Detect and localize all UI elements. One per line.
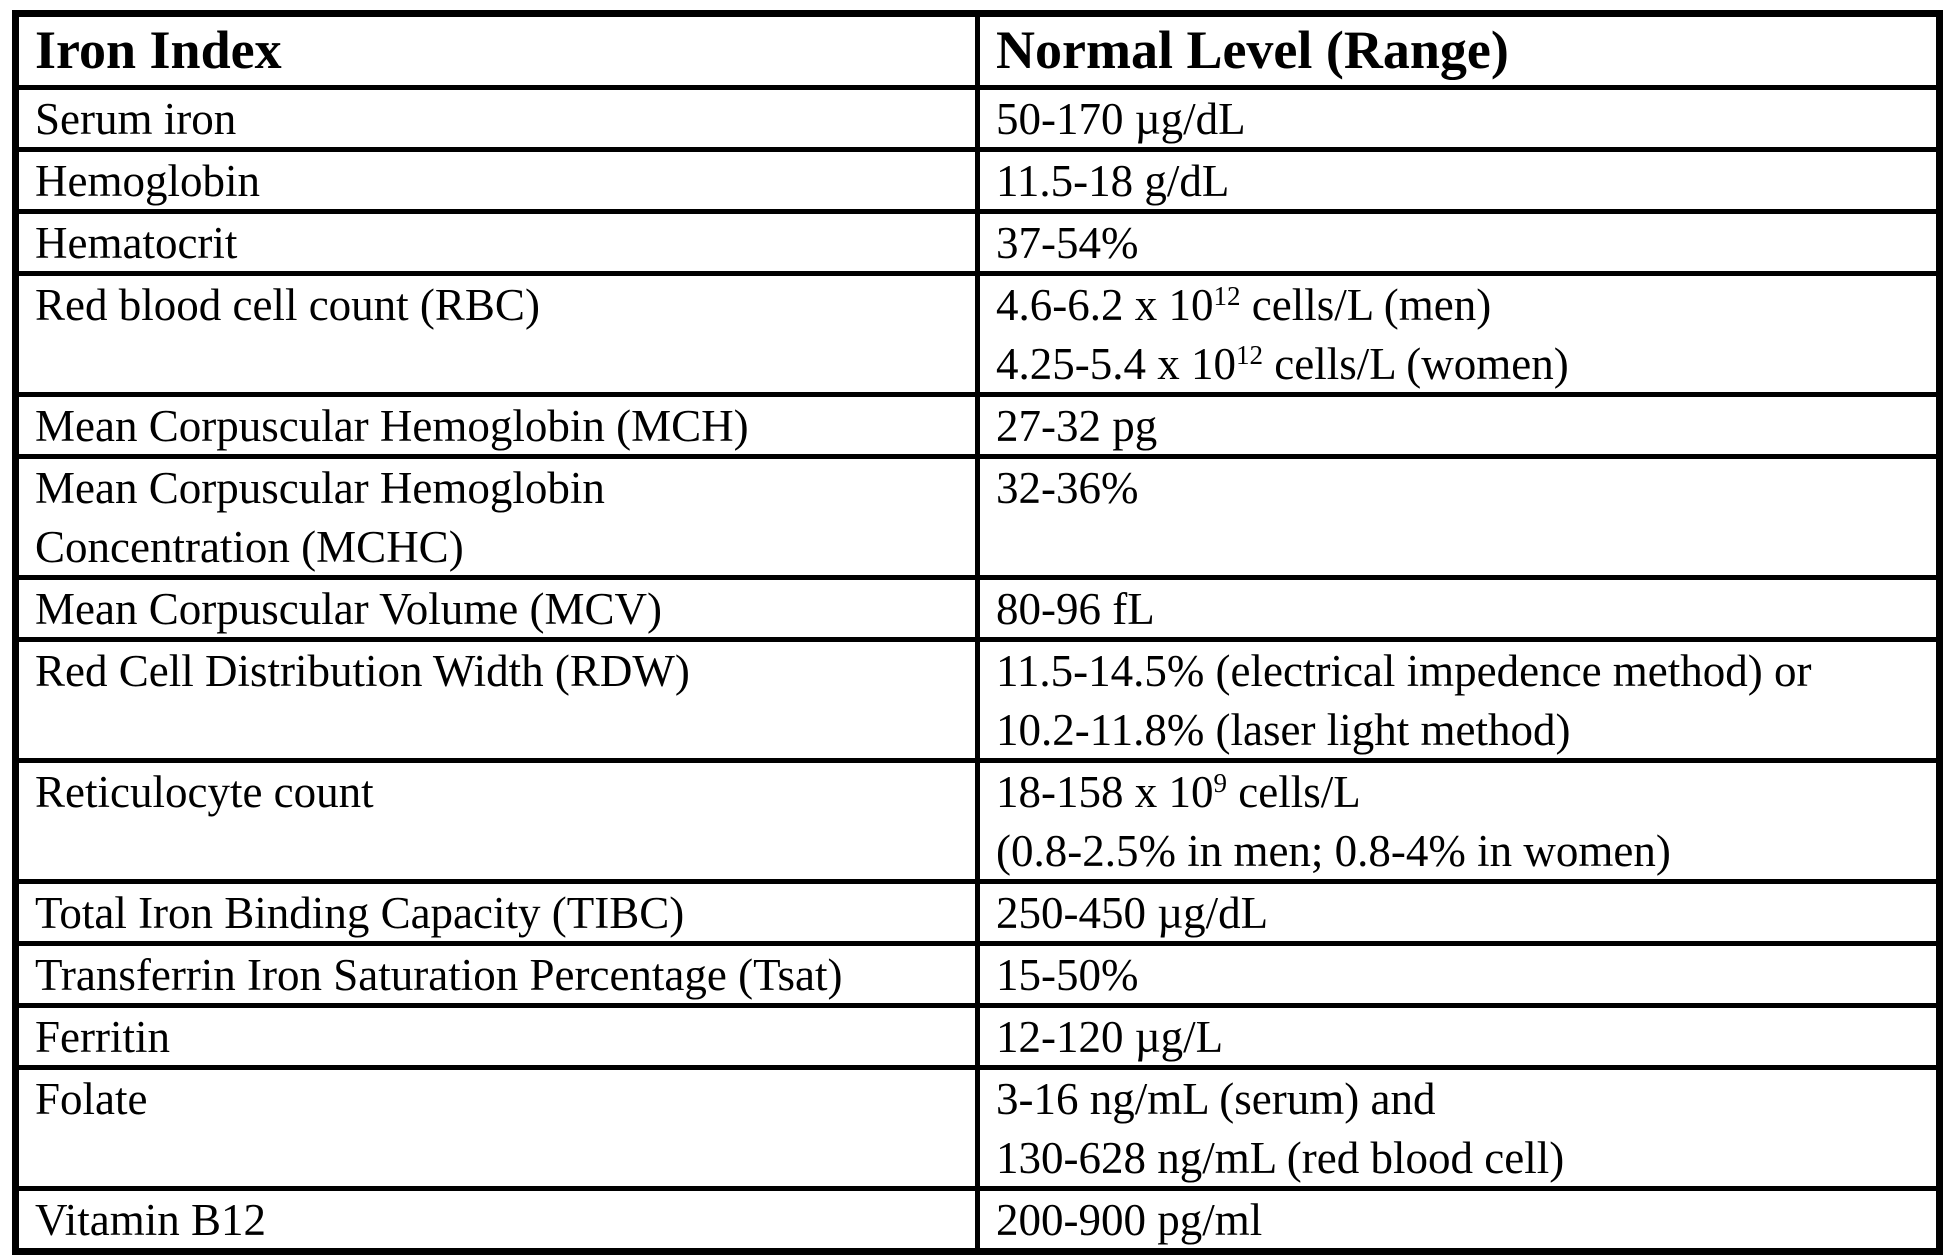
cell-line: 4.25-5.4 x 1012 cells/L (women) bbox=[996, 339, 1569, 389]
table-row: Mean Corpuscular Hemoglobin Concentration… bbox=[13, 454, 1942, 580]
superscript: 12 bbox=[1213, 281, 1241, 312]
iron-index-cell: Vitamin B12 bbox=[13, 1186, 980, 1254]
cell-line: Mean Corpuscular Volume (MCV) bbox=[35, 584, 663, 634]
iron-index-cell: Reticulocyte count bbox=[13, 758, 980, 884]
cell-line: 11.5-14.5% (electrical impedence method)… bbox=[996, 646, 1812, 696]
iron-index-cell: Serum iron bbox=[13, 85, 980, 152]
normal-level-cell: 4.6-6.2 x 1012 cells/L (men) 4.25-5.4 x 1… bbox=[975, 271, 1942, 397]
cell-line: Concentration (MCHC) bbox=[35, 522, 464, 572]
table-header: Iron Index Normal Level (Range) bbox=[13, 11, 1942, 90]
cell-line: Red blood cell count (RBC) bbox=[35, 280, 540, 330]
table-row: Mean Corpuscular Volume (MCV) 80-96 fL bbox=[13, 575, 1942, 642]
table-row: Red Cell Distribution Width (RDW) 11.5-14… bbox=[13, 637, 1942, 763]
column-header-iron-index: Iron Index bbox=[13, 11, 980, 90]
table-row: Ferritin 12-120 µg/L bbox=[13, 1003, 1942, 1070]
table-row: Serum iron 50-170 µg/dL bbox=[13, 85, 1942, 152]
cell-line: Folate bbox=[35, 1074, 148, 1124]
cell-line: Transferrin Iron Saturation Percentage (… bbox=[35, 950, 843, 1000]
table-row: Transferrin Iron Saturation Percentage (… bbox=[13, 941, 1942, 1008]
normal-level-cell: 18-158 x 109 cells/L (0.8-2.5% in men; 0.… bbox=[975, 758, 1942, 884]
iron-index-cell: Mean Corpuscular Hemoglobin Concentration… bbox=[13, 454, 980, 580]
cell-line: Mean Corpuscular Hemoglobin bbox=[35, 463, 605, 513]
cell-line: 10.2-11.8% (laser light method) bbox=[996, 705, 1571, 755]
iron-index-cell: Hemoglobin bbox=[13, 147, 980, 214]
table-row: Total Iron Binding Capacity (TIBC) 250-45… bbox=[13, 879, 1942, 946]
cell-line: Serum iron bbox=[35, 94, 237, 144]
cell-line: 12-120 µg/L bbox=[996, 1012, 1224, 1062]
table-row: Hematocrit 37-54% bbox=[13, 209, 1942, 276]
cell-line: 11.5-18 g/dL bbox=[996, 156, 1230, 206]
normal-level-cell: 50-170 µg/dL bbox=[975, 85, 1942, 152]
cell-line: 37-54% bbox=[996, 218, 1139, 268]
table-row: Hemoglobin 11.5-18 g/dL bbox=[13, 147, 1942, 214]
cell-line: 18-158 x 109 cells/L bbox=[996, 767, 1361, 817]
iron-index-cell: Folate bbox=[13, 1065, 980, 1191]
normal-level-cell: 12-120 µg/L bbox=[975, 1003, 1942, 1070]
normal-level-cell: 11.5-18 g/dL bbox=[975, 147, 1942, 214]
cell-line: 4.6-6.2 x 1012 cells/L (men) bbox=[996, 280, 1492, 330]
cell-line: Reticulocyte count bbox=[35, 767, 374, 817]
cell-line: 15-50% bbox=[996, 950, 1139, 1000]
iron-index-cell: Hematocrit bbox=[13, 209, 980, 276]
normal-level-cell: 250-450 µg/dL bbox=[975, 879, 1942, 946]
cell-line: (0.8-2.5% in men; 0.8-4% in women) bbox=[996, 826, 1671, 876]
document-page: { "page": { "background_color": "#ffffff… bbox=[12, 10, 1943, 1255]
normal-level-cell: 37-54% bbox=[975, 209, 1942, 276]
table-row: Reticulocyte count 18-158 x 109 cells/L (0… bbox=[13, 758, 1942, 884]
normal-level-cell: 80-96 fL bbox=[975, 575, 1942, 642]
cell-line: 32-36% bbox=[996, 463, 1139, 513]
normal-level-cell: 3-16 ng/mL (serum) and 130-628 ng/mL (red… bbox=[975, 1065, 1942, 1191]
superscript: 12 bbox=[1236, 340, 1263, 371]
cell-line: 50-170 µg/dL bbox=[996, 94, 1246, 144]
table-row: Mean Corpuscular Hemoglobin (MCH) 27-32 p… bbox=[13, 392, 1942, 459]
cell-line: Total Iron Binding Capacity (TIBC) bbox=[35, 888, 685, 938]
iron-index-cell: Ferritin bbox=[13, 1003, 980, 1070]
cell-line: 200-900 pg/ml bbox=[996, 1195, 1263, 1245]
cell-line: 250-450 µg/dL bbox=[996, 888, 1269, 938]
table-row: Red blood cell count (RBC) 4.6-6.2 x 1012… bbox=[13, 271, 1942, 397]
normal-level-cell: 15-50% bbox=[975, 941, 1942, 1008]
iron-index-cell: Mean Corpuscular Hemoglobin (MCH) bbox=[13, 392, 980, 459]
iron-index-table: Iron Index Normal Level (Range) Serum ir… bbox=[12, 10, 1943, 1255]
normal-level-cell: 32-36% bbox=[975, 454, 1942, 580]
iron-index-cell: Red blood cell count (RBC) bbox=[13, 271, 980, 397]
cell-line: 27-32 pg bbox=[996, 401, 1158, 451]
cell-line: Hematocrit bbox=[35, 218, 238, 268]
cell-line: Ferritin bbox=[35, 1012, 170, 1062]
iron-index-cell: Transferrin Iron Saturation Percentage (… bbox=[13, 941, 980, 1008]
normal-level-cell: 11.5-14.5% (electrical impedence method)… bbox=[975, 637, 1942, 763]
table-row: Folate 3-16 ng/mL (serum) and 130-628 ng/m… bbox=[13, 1065, 1942, 1191]
column-header-normal-level: Normal Level (Range) bbox=[975, 11, 1942, 90]
cell-line: 130-628 ng/mL (red blood cell) bbox=[996, 1133, 1565, 1183]
cell-line: Red Cell Distribution Width (RDW) bbox=[35, 646, 690, 696]
iron-index-cell: Mean Corpuscular Volume (MCV) bbox=[13, 575, 980, 642]
table-body: Serum iron 50-170 µg/dL Hemoglobin 11.5-18 … bbox=[13, 85, 1942, 1254]
normal-level-cell: 27-32 pg bbox=[975, 392, 1942, 459]
cell-line: Vitamin B12 bbox=[35, 1195, 267, 1245]
superscript: 9 bbox=[1213, 768, 1228, 799]
table-header-row: Iron Index Normal Level (Range) bbox=[13, 11, 1942, 90]
table-row: Vitamin B12 200-900 pg/ml bbox=[13, 1186, 1942, 1254]
iron-index-cell: Red Cell Distribution Width (RDW) bbox=[13, 637, 980, 763]
cell-line: Mean Corpuscular Hemoglobin (MCH) bbox=[35, 401, 749, 451]
cell-line: Hemoglobin bbox=[35, 156, 260, 206]
iron-index-cell: Total Iron Binding Capacity (TIBC) bbox=[13, 879, 980, 946]
cell-line: 3-16 ng/mL (serum) and bbox=[996, 1074, 1436, 1124]
normal-level-cell: 200-900 pg/ml bbox=[975, 1186, 1942, 1254]
cell-line: 80-96 fL bbox=[996, 584, 1155, 634]
